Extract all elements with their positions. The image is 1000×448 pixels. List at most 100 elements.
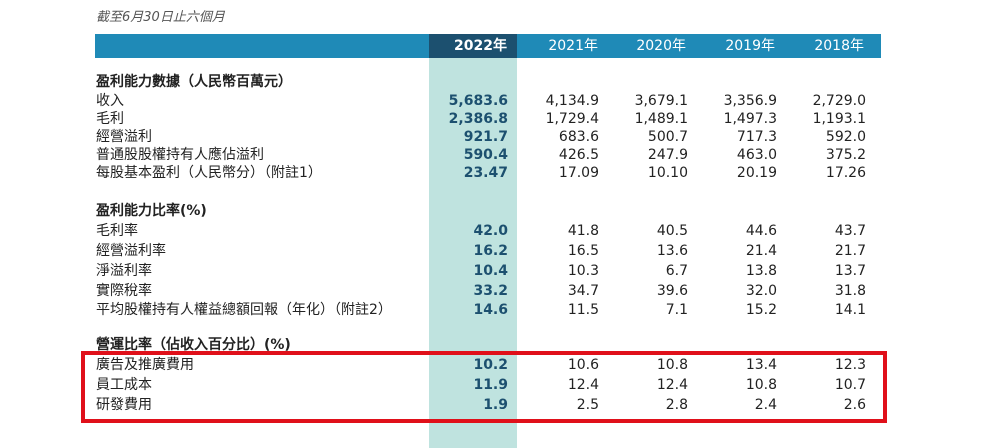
section-title: 盈利能力數據（人民幣百萬元） [96, 74, 292, 90]
value-2018: 17.26 [825, 165, 866, 181]
row-label: 經營溢利 [96, 129, 152, 145]
year-header-bar: 2022年 2021年 2020年 2019年 2018年 [95, 34, 881, 58]
value-2022: 5,683.6 [448, 93, 508, 109]
table-row: 每股基本盈利（人民幣分）（附註1） 23.47 17.09 10.10 20.1… [0, 164, 1000, 182]
value-2018: 43.7 [834, 223, 866, 239]
value-2019: 10.8 [745, 377, 777, 393]
row-label: 毛利 [96, 111, 124, 127]
row-label: 收入 [96, 93, 124, 109]
value-2022: 2,386.8 [448, 111, 508, 127]
value-2021: 683.6 [558, 129, 599, 145]
row-label: 淨溢利率 [96, 263, 152, 279]
table-row: 毛利 2,386.8 1,729.4 1,489.1 1,497.3 1,193… [0, 110, 1000, 128]
table-row: 研發費用 1.9 2.5 2.8 2.4 2.6 [0, 396, 1000, 414]
value-2021: 34.7 [567, 283, 599, 299]
row-label: 員工成本 [96, 377, 152, 393]
row-label: 實際稅率 [96, 283, 152, 299]
value-2020: 1,489.1 [634, 111, 688, 127]
value-2021: 2.5 [576, 397, 599, 413]
value-2022: 33.2 [473, 283, 508, 299]
value-2019: 13.4 [745, 357, 777, 373]
table-row: 普通股股權持有人應佔溢利 590.4 426.5 247.9 463.0 375… [0, 146, 1000, 164]
value-2019: 15.2 [745, 302, 777, 318]
value-2021: 426.5 [558, 147, 599, 163]
value-2019: 463.0 [736, 147, 777, 163]
section-title: 盈利能力比率(%) [96, 203, 207, 219]
value-2020: 40.5 [656, 223, 688, 239]
value-2022: 16.2 [473, 243, 508, 259]
value-2018: 13.7 [834, 263, 866, 279]
value-2020: 10.10 [647, 165, 688, 181]
row-label: 普通股股權持有人應佔溢利 [96, 147, 264, 163]
value-2019: 44.6 [745, 223, 777, 239]
value-2022: 10.2 [473, 357, 508, 373]
annotation-highlight-box [81, 351, 887, 423]
value-2019: 1,497.3 [723, 111, 777, 127]
value-2021: 10.3 [567, 263, 599, 279]
year-header-2021: 2021年 [548, 38, 598, 54]
row-label: 廣告及推廣費用 [96, 357, 194, 373]
year-header-2019: 2019年 [725, 38, 775, 54]
value-2022: 42.0 [473, 223, 508, 239]
value-2022: 590.4 [463, 147, 508, 163]
year-header-2020: 2020年 [636, 38, 686, 54]
value-2018: 2,729.0 [812, 93, 866, 109]
value-2022: 11.9 [473, 377, 508, 393]
value-2018: 592.0 [825, 129, 866, 145]
value-2019: 717.3 [736, 129, 777, 145]
value-2021: 41.8 [567, 223, 599, 239]
value-2021: 12.4 [567, 377, 599, 393]
value-2020: 500.7 [647, 129, 688, 145]
value-2020: 247.9 [647, 147, 688, 163]
table-row: 廣告及推廣費用 10.2 10.6 10.8 13.4 12.3 [0, 356, 1000, 374]
row-label: 經營溢利率 [96, 243, 166, 259]
current-year-column-highlight [429, 34, 517, 448]
value-2021: 10.6 [567, 357, 599, 373]
value-2019: 13.8 [745, 263, 777, 279]
value-2020: 6.7 [665, 263, 688, 279]
year-header-2018: 2018年 [814, 38, 864, 54]
value-2020: 7.1 [665, 302, 688, 318]
section-heading: 營運比率（佔收入百分比）(%) [0, 336, 1000, 354]
section-heading: 盈利能力比率(%) [0, 202, 1000, 220]
value-2018: 375.2 [825, 147, 866, 163]
current-year-header-highlight [429, 34, 517, 58]
table-row: 經營溢利率 16.2 16.5 13.6 21.4 21.7 [0, 242, 1000, 260]
row-label: 平均股權持有人權益總額回報（年化）（附註2） [96, 302, 392, 318]
value-2018: 14.1 [834, 302, 866, 318]
value-2020: 12.4 [656, 377, 688, 393]
table-row: 實際稅率 33.2 34.7 39.6 32.0 31.8 [0, 282, 1000, 300]
value-2020: 13.6 [656, 243, 688, 259]
value-2022: 921.7 [463, 129, 508, 145]
value-2021: 4,134.9 [545, 93, 599, 109]
value-2018: 21.7 [834, 243, 866, 259]
value-2022: 23.47 [463, 165, 508, 181]
value-2021: 11.5 [567, 302, 599, 318]
table-row: 收入 5,683.6 4,134.9 3,679.1 3,356.9 2,729… [0, 92, 1000, 110]
value-2021: 17.09 [558, 165, 599, 181]
value-2021: 1,729.4 [545, 111, 599, 127]
table-row: 經營溢利 921.7 683.6 500.7 717.3 592.0 [0, 128, 1000, 146]
year-header-2022: 2022年 [454, 38, 507, 54]
table-row: 淨溢利率 10.4 10.3 6.7 13.8 13.7 [0, 262, 1000, 280]
row-label: 每股基本盈利（人民幣分）（附註1） [96, 165, 322, 181]
value-2020: 3,679.1 [634, 93, 688, 109]
table-row: 毛利率 42.0 41.8 40.5 44.6 43.7 [0, 222, 1000, 240]
value-2022: 10.4 [473, 263, 508, 279]
value-2020: 10.8 [656, 357, 688, 373]
value-2019: 3,356.9 [723, 93, 777, 109]
row-label: 研發費用 [96, 397, 152, 413]
value-2019: 21.4 [745, 243, 777, 259]
table-row: 員工成本 11.9 12.4 12.4 10.8 10.7 [0, 376, 1000, 394]
value-2018: 1,193.1 [812, 111, 866, 127]
value-2018: 10.7 [834, 377, 866, 393]
value-2020: 2.8 [665, 397, 688, 413]
table-row: 平均股權持有人權益總額回報（年化）（附註2） 14.6 11.5 7.1 15.… [0, 301, 1000, 319]
value-2022: 14.6 [473, 302, 508, 318]
section-title: 營運比率（佔收入百分比）(%) [96, 337, 291, 353]
section-heading: 盈利能力數據（人民幣百萬元） [0, 73, 1000, 91]
row-label: 毛利率 [96, 223, 138, 239]
value-2022: 1.9 [483, 397, 508, 413]
table-caption: 截至6月30日止六個月 [96, 10, 225, 25]
value-2019: 32.0 [745, 283, 777, 299]
